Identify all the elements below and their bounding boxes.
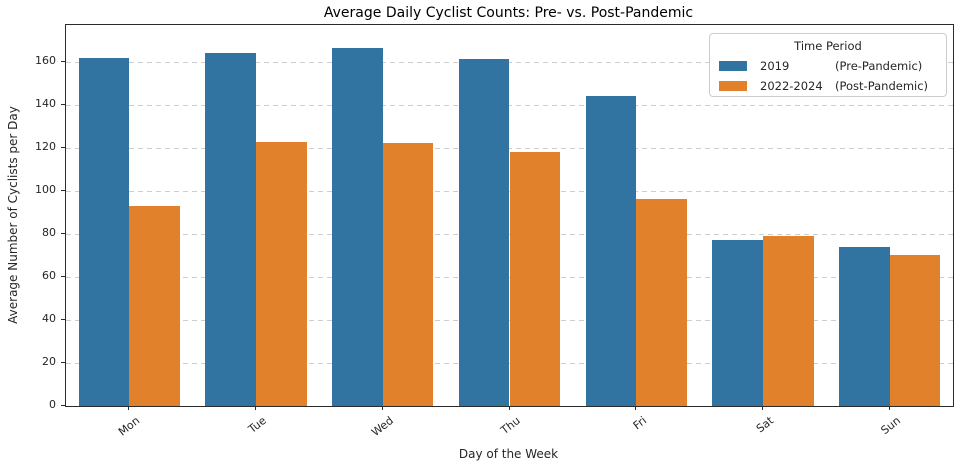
legend-series-name: 2022-2024 (760, 79, 823, 93)
legend-series-desc: (Post-Pandemic) (835, 79, 929, 93)
legend-series-desc: (Pre-Pandemic) (835, 59, 923, 73)
legend-entry: 2019 (Pre-Pandemic) (710, 56, 946, 76)
x-tick-mark (888, 406, 890, 410)
bar-2019-fri (585, 96, 637, 406)
legend-series-name: 2019 (760, 59, 790, 73)
legend-swatch-icon (719, 81, 747, 91)
y-tick-mark (61, 103, 65, 105)
gridline (66, 147, 953, 149)
y-tick-mark (61, 146, 65, 148)
x-tick-label: Tue (246, 414, 270, 436)
bar-2022-2024-sat (762, 235, 814, 406)
x-tick-label: Wed (368, 414, 396, 440)
bar-2019-thu (458, 59, 510, 406)
bar-2022-2024-fri (636, 199, 687, 406)
y-tick-label: 0 (49, 398, 56, 411)
y-tick-label: 60 (42, 268, 56, 282)
y-tick-mark (61, 189, 65, 191)
bar-2022-2024-wed (382, 143, 434, 406)
x-tick-mark (635, 406, 637, 410)
y-tick-mark (61, 232, 65, 234)
x-tick-mark (508, 406, 510, 410)
y-tick-label: 100 (35, 182, 56, 196)
x-tick-mark (381, 406, 383, 410)
bar-2022-2024-sun (889, 255, 941, 406)
y-tick-mark (61, 318, 65, 320)
y-tick-mark (61, 60, 65, 62)
x-tick-label: Fri (630, 414, 650, 433)
y-tick-label: 120 (35, 139, 56, 153)
bar-2019-tue (205, 52, 257, 406)
y-tick-label: 40 (42, 311, 56, 325)
bar-2019-wed (332, 47, 383, 406)
y-tick-label: 140 (35, 96, 56, 110)
x-tick-label: Sat (753, 414, 776, 436)
x-tick-label: Sun (878, 414, 903, 438)
gridline (66, 61, 953, 63)
bar-2019-sun (838, 246, 890, 406)
legend-swatch-icon (719, 61, 747, 71)
x-tick-label: Thu (498, 414, 523, 437)
legend-entry: 2022-2024 (Post-Pandemic) (710, 76, 946, 96)
legend-entries: 2019 (Pre-Pandemic) 2022-2024 (Post-Pandemi… (710, 56, 946, 96)
gridline (66, 104, 953, 106)
bar-2022-2024-mon (129, 205, 181, 406)
x-tick-label: Mon (116, 414, 143, 439)
legend-title: Time Period (794, 39, 862, 53)
y-tick-label: 20 (42, 354, 56, 368)
y-tick-mark (61, 275, 65, 277)
x-tick-mark (255, 406, 257, 410)
x-axis-label: Day of the Week (458, 447, 559, 461)
legend: Time Period 2019 (Pre-Pandemic) 2022-2024 (… (709, 33, 947, 97)
y-tick-mark (61, 361, 65, 363)
bar-2019-sat (712, 240, 763, 406)
y-tick-label: 80 (42, 225, 56, 239)
y-tick-mark (61, 405, 65, 406)
x-tick-mark (761, 406, 763, 410)
x-tick-mark (128, 406, 130, 410)
bar-2022-2024-tue (256, 142, 307, 406)
chart-title: Average Daily Cyclist Counts: Pre- vs. P… (323, 5, 694, 21)
y-tick-label: 160 (35, 53, 56, 67)
bar-2022-2024-thu (509, 152, 561, 406)
bar-2019-mon (78, 58, 130, 406)
